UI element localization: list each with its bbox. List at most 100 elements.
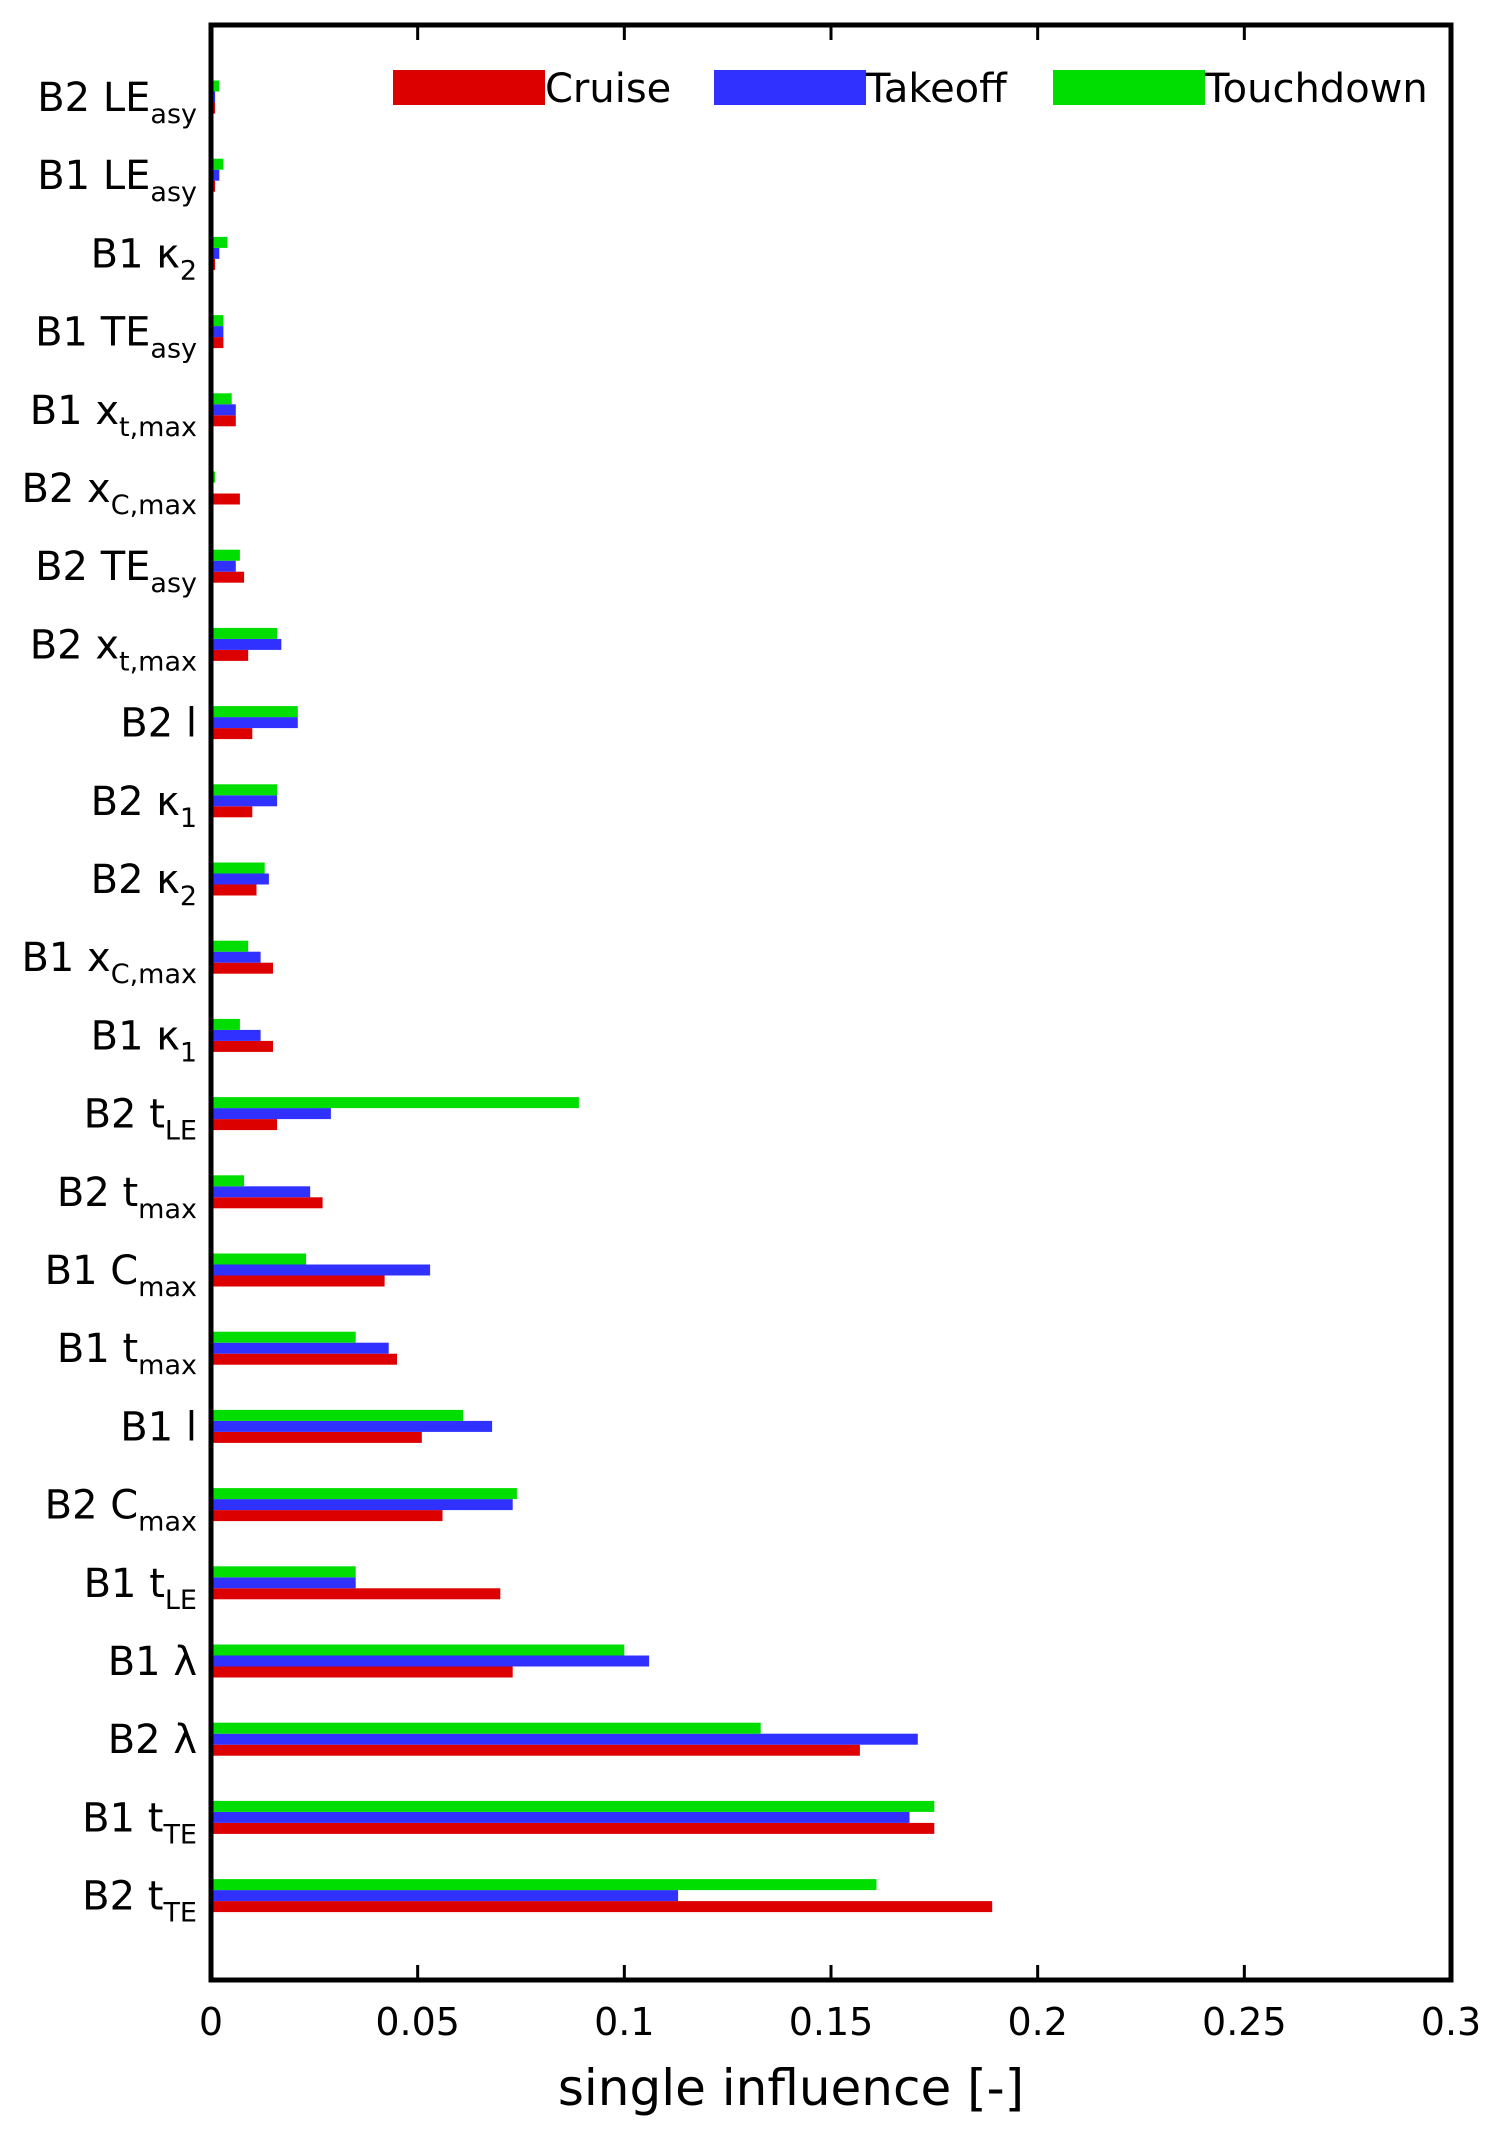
category-label-11: B1 xC,max [21,935,197,990]
bar-touchdown-9 [211,784,278,796]
bar-takeoff-8 [211,717,298,729]
legend-swatch-cruise [393,70,545,105]
category-label-22: B1 tTE [82,1795,197,1850]
bar-cruise-10 [211,884,257,896]
bar-takeoff-12 [211,1029,261,1041]
bar-cruise-5 [211,493,240,505]
bar-touchdown-14 [211,1175,245,1187]
bar-touchdown-7 [211,627,278,639]
bar-touchdown-8 [211,706,298,718]
x-axis-ticks: 0 0.05 0.1 0.15 0.2 0.25 0.3 [199,25,1481,2044]
category-label-10: B2 κ2 [91,857,197,912]
bar-touchdown-4 [211,393,232,405]
category-label-14: B2 tmax [57,1170,197,1225]
bar-cruise-8 [211,728,253,740]
legend-swatch-takeoff [714,70,866,105]
bar-touchdown-23 [211,1879,877,1891]
bar-touchdown-17 [211,1409,464,1421]
bar-takeoff-3 [211,326,224,338]
bar-cruise-18 [211,1510,443,1522]
x-tick-label-4: 0.2 [1007,2000,1067,2044]
x-axis-title: single influence [-] [558,2059,1024,2117]
bar-takeoff-2 [211,247,220,259]
category-label-5: B2 xC,max [21,466,197,521]
bar-touchdown-11 [211,940,249,952]
x-tick-label-3: 0.15 [789,2000,874,2044]
bar-takeoff-7 [211,638,282,650]
bar-takeoff-18 [211,1499,513,1511]
category-label-8: B2 l [120,701,197,747]
legend-label-takeoff: Takeoff [865,66,1008,112]
bar-cruise-20 [211,1666,513,1678]
bar-touchdown-18 [211,1488,517,1500]
bar-touchdown-20 [211,1644,625,1656]
category-label-13: B2 tLE [84,1092,197,1147]
bar-takeoff-13 [211,1108,331,1120]
bar-cruise-15 [211,1275,385,1287]
bar-cruise-22 [211,1822,935,1834]
bar-cruise-6 [211,571,245,583]
category-label-17: B1 l [120,1404,197,1450]
bars-layer [211,80,993,1913]
bar-takeoff-11 [211,951,261,963]
category-label-21: B2 λ [108,1717,197,1763]
bar-touchdown-6 [211,549,240,561]
category-label-0: B2 LEasy [37,75,197,130]
legend-label-touchdown: Touchdown [1204,66,1428,112]
bar-touchdown-22 [211,1800,935,1812]
bar-cruise-11 [211,962,273,974]
category-label-18: B2 Cmax [45,1483,197,1538]
bar-cruise-9 [211,806,253,818]
category-label-15: B1 Cmax [45,1248,197,1303]
category-label-4: B1 xt,max [30,388,197,443]
bar-cruise-13 [211,1119,278,1131]
bar-takeoff-21 [211,1733,918,1745]
bar-touchdown-19 [211,1566,356,1578]
bar-touchdown-2 [211,236,228,248]
bar-takeoff-6 [211,560,236,572]
bar-touchdown-12 [211,1018,240,1030]
bar-takeoff-20 [211,1655,650,1667]
category-label-19: B1 tLE [84,1561,197,1616]
bar-takeoff-4 [211,404,236,416]
category-label-12: B1 κ1 [91,1013,197,1068]
category-label-23: B2 tTE [82,1874,197,1929]
bar-takeoff-17 [211,1420,493,1432]
bar-touchdown-13 [211,1097,579,1109]
bar-cruise-19 [211,1588,501,1600]
bar-touchdown-3 [211,315,224,327]
x-tick-label-6: 0.3 [1421,2000,1481,2044]
bar-takeoff-9 [211,795,278,807]
legend-label-cruise: Cruise [545,66,671,112]
bar-takeoff-23 [211,1890,679,1902]
bar-cruise-16 [211,1353,397,1365]
x-tick-label-5: 0.25 [1202,2000,1287,2044]
category-label-9: B2 κ1 [91,779,197,834]
bar-cruise-14 [211,1197,323,1209]
x-tick-label-2: 0.1 [594,2000,654,2044]
bar-cruise-12 [211,1040,273,1052]
bar-takeoff-14 [211,1186,311,1198]
bar-takeoff-15 [211,1264,431,1276]
bar-touchdown-10 [211,862,265,874]
bar-cruise-21 [211,1744,860,1756]
category-label-16: B1 tmax [57,1326,197,1381]
category-label-2: B1 κ2 [91,231,197,286]
y-axis-labels: B2 LEasy B1 LEasy B1 κ2 B1 TEasy B1 xt,max B2… [21,75,197,1929]
legend-swatch-touchdown [1053,70,1205,105]
plot-frame [208,22,1454,1983]
bar-touchdown-0 [211,80,220,92]
category-label-6: B2 TEasy [35,544,197,599]
category-label-1: B1 LEasy [37,153,197,208]
bar-takeoff-10 [211,873,269,885]
category-label-20: B1 λ [108,1639,197,1685]
x-tick-label-0: 0 [199,2000,223,2044]
bar-touchdown-16 [211,1331,356,1343]
category-label-3: B1 TEasy [35,310,197,365]
bar-cruise-7 [211,649,249,661]
bar-cruise-3 [211,337,224,349]
bar-takeoff-19 [211,1577,356,1589]
x-tick-label-1: 0.05 [375,2000,460,2044]
bar-touchdown-15 [211,1253,307,1265]
